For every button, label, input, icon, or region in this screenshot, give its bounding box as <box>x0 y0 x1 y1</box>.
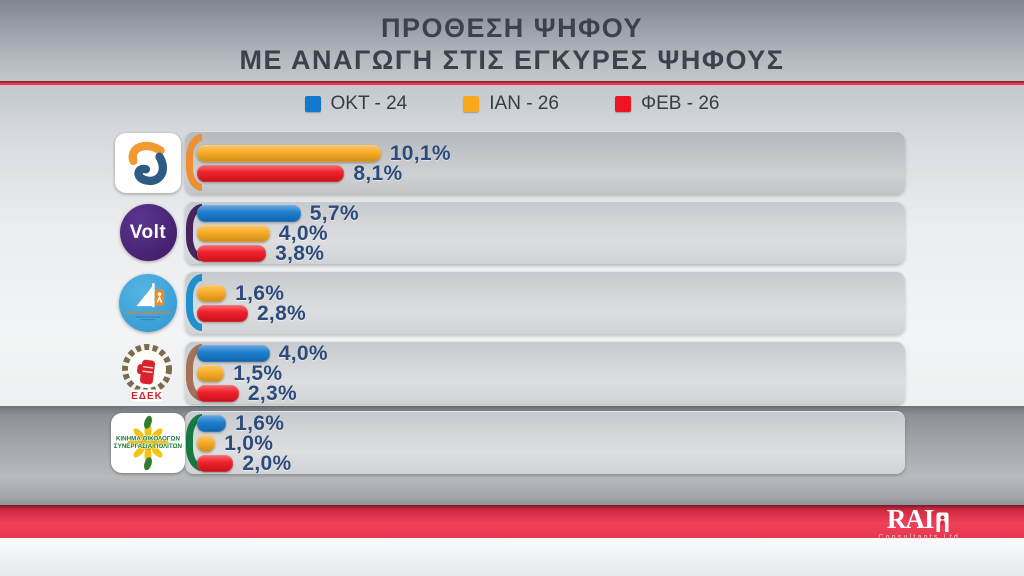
bar-ian26 <box>197 435 216 452</box>
bar-ian26 <box>197 285 227 302</box>
party-1-bars: 10,1% 8,1% <box>197 131 451 185</box>
bar-value-label: 1,5% <box>233 361 283 385</box>
party-row-dipa: ΔΗΜΟΚΡΑΤΙΚΗ ΠΑΡΑΤΑΞΗ 1,6% 2,8% <box>0 271 1024 334</box>
chart-legend: ΟΚΤ - 24 ΙΑΝ - 26 ΦΕΒ - 26 <box>0 93 1024 115</box>
bar-value-label: 1,6% <box>235 281 285 305</box>
row-track <box>185 201 905 264</box>
legend-label: ΦΕΒ - 26 <box>640 93 720 114</box>
dipa-bars: 1,6% 2,8% <box>197 271 306 325</box>
party-row-edek: ΕΔΕΚ 4,0% 1,5% 2,3% <box>0 341 1024 405</box>
row-bracket <box>186 134 202 191</box>
bar-okt24 <box>197 205 301 222</box>
ecologists-logo-icon: ΚΙΝΗΜΑ ΟΙΚΟΛΟΓΩΝ ΣΥΝΕΡΓΑΣΙΑ ΠΟΛΙΤΩΝ <box>113 415 183 470</box>
row-bracket <box>186 414 202 471</box>
dipa-logo-art: ΔΗΜΟΚΡΑΤΙΚΗ ΠΑΡΑΤΑΞΗ <box>125 282 172 320</box>
bar-value-label: 2,3% <box>247 381 297 405</box>
row-track <box>185 341 905 404</box>
bar-feb26 <box>197 245 267 262</box>
party-row-volt: Volt 5,7% 4,0% 3,8% <box>0 201 1024 265</box>
bar-ian26 <box>197 225 270 242</box>
rai-figure-icon <box>936 512 949 532</box>
background-bottom <box>0 538 1024 576</box>
party-logo-volt: Volt <box>110 201 186 264</box>
bar-line: 1,6% <box>197 412 291 435</box>
bar-line: 4,0% <box>197 342 328 365</box>
bar-line: 4,0% <box>197 222 359 245</box>
bar-line: 10,1% <box>197 142 451 165</box>
bar-ian26 <box>197 365 225 382</box>
bar-value-label: 2,8% <box>256 301 307 325</box>
party-row-ecologists: ΚΙΝΗΜΑ ΟΙΚΟΛΟΓΩΝ ΣΥΝΕΡΓΑΣΙΑ ΠΟΛΙΤΩΝ 1,6%… <box>0 411 1024 475</box>
legend-label: ΙΑΝ - 26 <box>489 93 559 114</box>
bar-value-label: 8,1% <box>353 161 403 185</box>
bar-value-label: 4,0% <box>278 341 328 365</box>
bar-ian26 <box>197 145 381 162</box>
title-line-1: ΠΡΟΘΕΣΗ ΨΗΦΟΥ <box>381 13 643 43</box>
edek-logo-icon: ΕΔΕΚ <box>122 343 172 402</box>
bar-feb26 <box>197 455 234 472</box>
party-row-1: 10,1% 8,1% <box>0 131 1024 194</box>
legend-item-feb26: ΦΕΒ - 26 <box>614 93 720 115</box>
bar-line: 5,7% <box>197 202 359 225</box>
ecologists-bars: 1,6% 1,0% 2,0% <box>197 411 291 475</box>
dipa-logo-text: ΔΗΜΟΚΡΑΤΙΚΗ ΠΑΡΑΤΑΞΗ <box>125 310 172 314</box>
bar-okt24 <box>197 345 270 362</box>
party-1-logo-card <box>115 132 181 193</box>
rai-subtext: Consultants Ltd <box>878 534 960 541</box>
rai-brand-text: RAI <box>886 504 935 534</box>
bar-feb26 <box>197 385 239 402</box>
legend-label: ΟΚΤ - 24 <box>330 93 408 114</box>
bar-feb26 <box>197 305 248 322</box>
bar-line: 2,3% <box>197 382 328 405</box>
row-bracket <box>186 204 202 261</box>
bar-value-label: 1,6% <box>235 411 285 435</box>
party-logo-edek: ΕΔΕΚ <box>110 341 186 404</box>
legend-item-okt24: ΟΚΤ - 24 <box>304 93 408 115</box>
bar-value-label: 5,7% <box>309 201 359 225</box>
ecologists-logo-text-2: ΣΥΝΕΡΓΑΣΙΑ ΠΟΛΙΤΩΝ <box>114 443 183 450</box>
ecologists-logo-text-1: ΚΙΝΗΜΑ ΟΙΚΟΛΟΓΩΝ <box>116 435 181 442</box>
title-line-2: ΜΕ ΑΝΑΓΩΓΗ ΣΤΙΣ ΕΓΚΥΡΕΣ ΨΗΦΟΥΣ <box>239 44 785 75</box>
party-1-s-glyph-icon <box>128 141 168 185</box>
page-title: ΠΡΟΘΕΣΗ ΨΗΦΟΥ ΜΕ ΑΝΑΓΩΓΗ ΣΤΙΣ ΕΓΚΥΡΕΣ ΨΗ… <box>0 13 1024 77</box>
bar-value-label: 10,1% <box>389 141 451 165</box>
bar-line: 2,0% <box>197 452 291 475</box>
bar-okt24 <box>197 415 227 432</box>
dipa-logo-icon: ΔΗΜΟΚΡΑΤΙΚΗ ΠΑΡΑΤΑΞΗ <box>119 273 177 332</box>
bar-line: 1,6% <box>197 282 306 305</box>
bar-line: 8,1% <box>197 162 451 185</box>
title-underline-rule <box>0 81 1024 85</box>
bar-value-label: 4,0% <box>278 221 328 245</box>
row-bracket <box>186 344 202 401</box>
bar-line: 2,8% <box>197 302 306 325</box>
legend-swatch-blue <box>304 96 321 112</box>
background-top-band <box>0 0 1024 81</box>
edek-bars: 4,0% 1,5% 2,3% <box>197 341 328 405</box>
bar-line: 1,0% <box>197 432 291 455</box>
legend-swatch-orange <box>463 96 480 112</box>
legend-item-ian26: ΙΑΝ - 26 <box>463 93 559 115</box>
row-track <box>185 131 905 194</box>
party-logo-1 <box>110 131 186 194</box>
bar-value-label: 1,0% <box>224 431 274 455</box>
rai-consultants-logo: RAI Consultants Ltd <box>878 504 960 542</box>
edek-logo-text: ΕΔΕΚ <box>131 391 163 402</box>
row-track <box>185 411 905 474</box>
row-bracket <box>186 274 202 331</box>
bar-value-label: 2,0% <box>242 451 292 475</box>
ecologists-logo-card: ΚΙΝΗΜΑ ΟΙΚΟΛΟΓΩΝ ΣΥΝΕΡΓΑΣΙΑ ΠΟΛΙΤΩΝ <box>111 412 185 473</box>
party-logo-dipa: ΔΗΜΟΚΡΑΤΙΚΗ ΠΑΡΑΤΑΞΗ <box>110 271 186 334</box>
bar-feb26 <box>197 165 345 182</box>
footer-red-band <box>0 505 1024 538</box>
volt-logo-icon: Volt <box>119 204 177 261</box>
bar-value-label: 3,8% <box>275 241 325 265</box>
volt-bars: 5,7% 4,0% 3,8% <box>197 201 359 265</box>
row-track <box>185 271 905 334</box>
bar-line: 3,8% <box>197 242 359 265</box>
party-logo-ecologists: ΚΙΝΗΜΑ ΟΙΚΟΛΟΓΩΝ ΣΥΝΕΡΓΑΣΙΑ ΠΟΛΙΤΩΝ <box>110 411 186 474</box>
legend-swatch-red <box>614 96 631 112</box>
bar-line: 1,5% <box>197 362 328 385</box>
volt-logo-text: Volt <box>129 221 167 243</box>
